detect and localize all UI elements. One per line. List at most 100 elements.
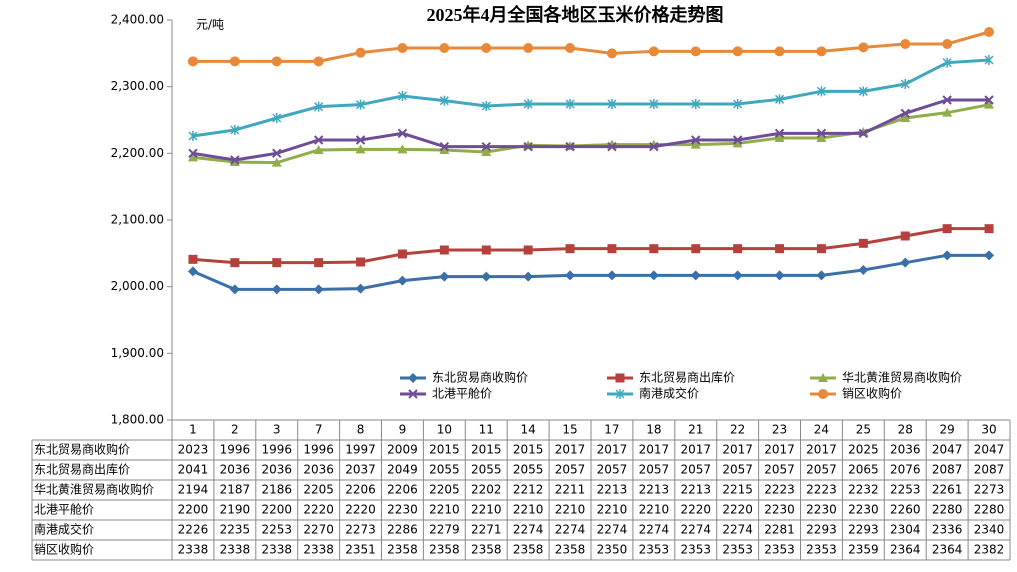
table-cell: 2205 bbox=[429, 483, 460, 497]
table-cell: 2261 bbox=[932, 483, 963, 497]
table-cell: 2049 bbox=[387, 463, 418, 477]
table-cell: 2364 bbox=[890, 543, 921, 557]
x-tick-label: 8 bbox=[357, 423, 365, 437]
marker bbox=[408, 373, 418, 383]
marker bbox=[606, 48, 617, 59]
table-cell: 2190 bbox=[220, 503, 251, 517]
marker bbox=[858, 86, 868, 97]
marker bbox=[439, 141, 450, 152]
table-cell: 2293 bbox=[848, 523, 879, 537]
x-tick-label: 30 bbox=[981, 423, 996, 437]
legend-label: 南港成交价 bbox=[639, 386, 699, 401]
table-cell: 2009 bbox=[387, 443, 418, 457]
table-cell: 2194 bbox=[178, 483, 209, 497]
marker bbox=[230, 125, 240, 135]
marker bbox=[314, 101, 324, 112]
y-tick-label: 2,400.00 bbox=[111, 13, 164, 27]
table-cell: 2055 bbox=[471, 463, 502, 477]
table-cell: 2293 bbox=[806, 523, 837, 537]
x-tick-label: 22 bbox=[730, 423, 745, 437]
table-cell: 2336 bbox=[932, 523, 963, 537]
table-cell: 2036 bbox=[220, 463, 251, 477]
table-cell: 2186 bbox=[261, 483, 292, 497]
marker bbox=[439, 95, 449, 106]
table-cell: 2220 bbox=[680, 503, 711, 517]
table-cell: 2210 bbox=[639, 503, 670, 517]
marker bbox=[230, 155, 240, 165]
marker bbox=[272, 148, 282, 159]
chart-title: 2025年4月全国各地区玉米价格走势图 bbox=[427, 4, 724, 25]
y-tick-label: 2,000.00 bbox=[111, 279, 164, 293]
table-cell: 2220 bbox=[303, 503, 334, 517]
marker bbox=[408, 389, 418, 399]
marker bbox=[942, 107, 953, 117]
table-cell: 2057 bbox=[639, 463, 670, 477]
x-tick-label: 15 bbox=[562, 423, 577, 437]
x-tick-label: 23 bbox=[772, 423, 787, 437]
marker bbox=[858, 265, 869, 275]
table-cell: 2200 bbox=[178, 503, 209, 517]
marker bbox=[816, 128, 827, 139]
marker bbox=[271, 284, 282, 295]
x-tick-label: 25 bbox=[856, 423, 871, 437]
marker bbox=[355, 47, 366, 58]
table-cell: 2271 bbox=[471, 523, 502, 537]
table-cell: 2274 bbox=[513, 523, 544, 537]
legend-label: 东北贸易商出库价 bbox=[639, 370, 735, 385]
marker bbox=[565, 99, 575, 109]
y-tick-label: 2,300.00 bbox=[111, 79, 164, 93]
table-cell: 2210 bbox=[429, 503, 460, 517]
table-cell: 2047 bbox=[974, 443, 1005, 457]
x-tick-label: 7 bbox=[315, 423, 323, 437]
marker bbox=[481, 101, 491, 111]
table-cell: 2047 bbox=[932, 443, 963, 457]
marker bbox=[984, 250, 995, 261]
table-cell: 2223 bbox=[806, 483, 837, 497]
table-cell: 2055 bbox=[513, 463, 544, 477]
marker bbox=[984, 55, 994, 65]
table-cell: 2230 bbox=[764, 503, 795, 517]
marker bbox=[816, 244, 826, 254]
table-cell: 2017 bbox=[806, 443, 837, 457]
table-cell: 2382 bbox=[974, 543, 1005, 557]
legend-label: 华北黄淮贸易商收购价 bbox=[842, 370, 962, 385]
marker bbox=[565, 270, 576, 281]
marker bbox=[816, 133, 827, 142]
table-cell: 2057 bbox=[597, 463, 628, 477]
table-cell: 2213 bbox=[639, 483, 670, 497]
marker bbox=[733, 244, 743, 254]
marker bbox=[188, 254, 198, 264]
marker bbox=[818, 389, 828, 399]
marker bbox=[816, 270, 827, 281]
marker bbox=[649, 141, 659, 152]
table-cell: 2358 bbox=[555, 543, 586, 557]
marker bbox=[229, 284, 240, 295]
marker bbox=[271, 56, 282, 67]
table-cell: 2215 bbox=[722, 483, 753, 497]
marker bbox=[900, 108, 910, 119]
marker bbox=[607, 244, 617, 254]
table-cell: 2210 bbox=[597, 503, 628, 517]
marker bbox=[397, 128, 408, 139]
table-cell: 2353 bbox=[806, 543, 837, 557]
marker bbox=[523, 271, 534, 282]
table-cell: 2023 bbox=[178, 443, 209, 457]
marker bbox=[481, 271, 492, 282]
table-cell: 2205 bbox=[303, 483, 334, 497]
table-cell: 2213 bbox=[680, 483, 711, 497]
marker bbox=[690, 270, 701, 281]
table-cell: 2230 bbox=[848, 503, 879, 517]
marker bbox=[272, 113, 282, 123]
table-cell: 2017 bbox=[680, 443, 711, 457]
table-cell: 2065 bbox=[848, 463, 879, 477]
marker bbox=[774, 128, 785, 139]
table-cell: 2364 bbox=[932, 543, 963, 557]
table-cell: 2210 bbox=[513, 503, 544, 517]
table-cell: 2187 bbox=[220, 483, 251, 497]
table-cell: 2212 bbox=[513, 483, 544, 497]
marker bbox=[523, 99, 533, 109]
table-cell: 2270 bbox=[303, 523, 334, 537]
marker bbox=[355, 283, 366, 294]
marker bbox=[774, 46, 785, 57]
